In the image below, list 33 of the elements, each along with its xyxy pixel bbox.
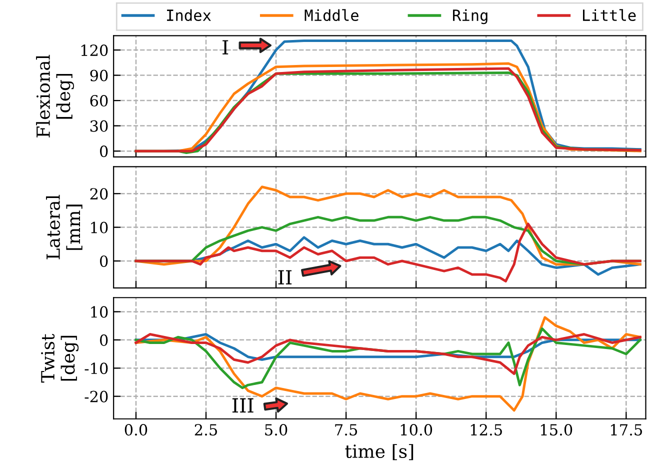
x-tick-label: 0.0 xyxy=(124,424,148,436)
y-tick-label: 90 xyxy=(90,70,108,82)
y-axis-title: Lateral [mm] xyxy=(46,194,82,260)
annotation: I xyxy=(222,40,228,54)
x-axis-title: time [s] xyxy=(345,444,414,460)
y-tick-label: 0 xyxy=(100,255,108,267)
y-tick-label: 60 xyxy=(90,95,108,107)
x-tick-label: 7.5 xyxy=(335,424,358,436)
y-tick-label: -10 xyxy=(84,362,108,374)
y-tick-label: 20 xyxy=(90,188,108,200)
y-axis-title: Twist [deg] xyxy=(41,334,79,383)
y-tick-label: 10 xyxy=(91,222,108,234)
x-tick-label: 15.0 xyxy=(540,424,572,436)
x-tick-label: 5.0 xyxy=(265,424,288,436)
x-tick-label: 12.5 xyxy=(470,424,502,436)
y-tick-label: 120 xyxy=(81,44,108,56)
legend-label: Index xyxy=(167,9,211,22)
line-series xyxy=(134,333,642,376)
y-tick-label: 0 xyxy=(100,146,108,158)
y-axis-title: Flexional [deg] xyxy=(36,54,74,138)
legend-label: Middle xyxy=(304,9,358,22)
line-series xyxy=(134,222,642,282)
y-tick-label: -20 xyxy=(84,390,108,402)
x-tick-label: 2.5 xyxy=(194,424,217,436)
legend-label: Little xyxy=(583,9,636,22)
annotation: II xyxy=(278,270,292,284)
y-tick-label: 10 xyxy=(91,306,108,318)
annotation: III xyxy=(232,398,254,412)
legend-label: Ring xyxy=(453,9,488,24)
x-tick-label: 17.5 xyxy=(611,424,642,436)
y-tick-label: 30 xyxy=(90,120,108,132)
y-tick-label: 0 xyxy=(100,334,108,346)
x-tick-label: 10.0 xyxy=(400,424,432,436)
